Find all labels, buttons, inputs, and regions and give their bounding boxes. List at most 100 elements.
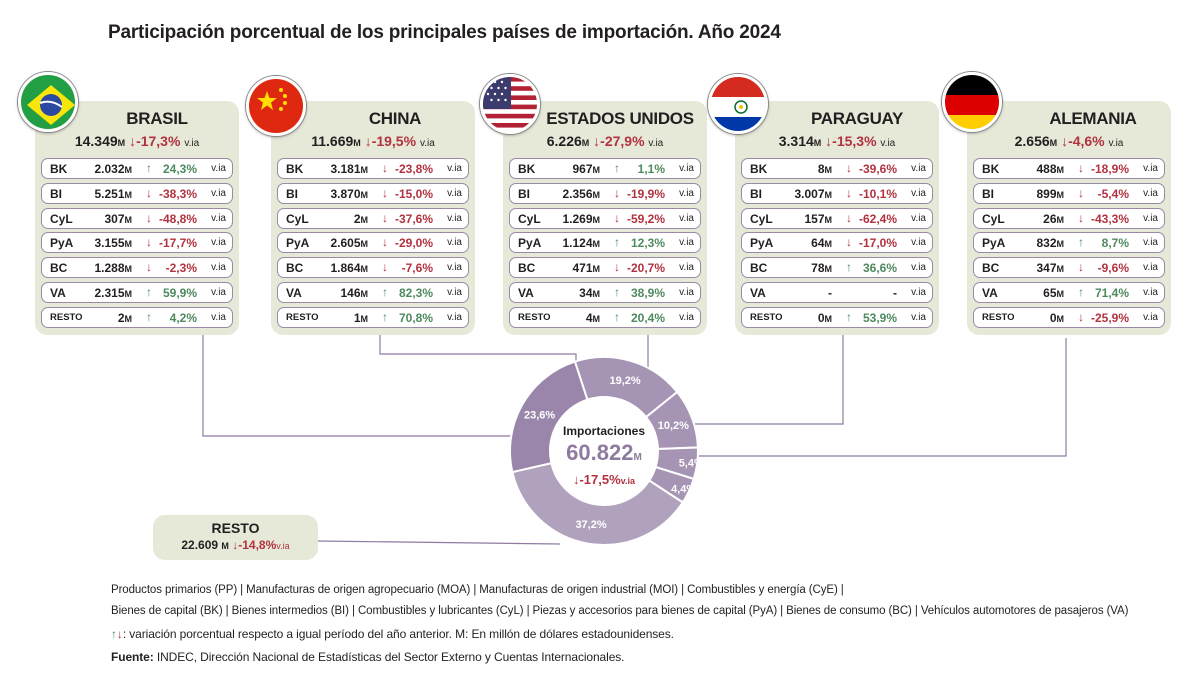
row-variation: -7,6% <box>401 261 433 276</box>
donut-slice-brasil <box>509 360 589 474</box>
row-variation: -17,0% <box>858 236 897 251</box>
country-card-china: CHINA 11.669M ↓-19,5% v.ia BK 3.181M ↓ -23,8%… <box>271 101 475 335</box>
donut-slice-label: 10,2% <box>658 420 689 432</box>
table-row: RESTO 0M ↓ -25,9% v.ia <box>973 306 1165 328</box>
row-value: 146M <box>340 285 368 300</box>
trend-arrow-icon: ↓ <box>1078 309 1084 324</box>
trend-arrow-icon: ↑ <box>382 309 388 324</box>
row-label: BK <box>50 162 68 176</box>
table-row: CyL 1.269M ↓ -59,2% v.ia <box>509 207 701 229</box>
country-name: CHINA <box>368 109 422 128</box>
row-variation: -18,9% <box>1090 162 1129 176</box>
total-value: 6.226 <box>546 133 582 149</box>
row-value: 2M <box>353 211 368 226</box>
trend-arrow-icon: ↓ <box>614 185 620 200</box>
row-variation: 1,1% <box>637 162 665 176</box>
row-value: 26M <box>1043 211 1064 226</box>
trend-arrow-icon: ↓ <box>146 210 152 225</box>
table-row: CyL 307M ↓ -48,8% v.ia <box>41 207 233 229</box>
trend-arrow-icon: ↑ <box>846 260 852 275</box>
country-card-brasil: BRASIL 14.349M ↓-17,3% v.ia BK 2.032M ↑ 24,3%… <box>35 101 239 335</box>
trend-arrow-icon: ↓ <box>146 235 152 250</box>
row-label: BC <box>982 261 1000 276</box>
row-variation: -17,7% <box>158 236 197 251</box>
resto-name: RESTO <box>211 520 260 536</box>
table-row: BC 1.864M ↓ -7,6% v.ia <box>277 257 469 279</box>
row-via: v.ia <box>911 163 926 174</box>
row-via: v.ia <box>447 187 462 199</box>
trend-arrow-icon: ↓ <box>614 260 620 275</box>
trend-arrow-icon: ↓ <box>1078 161 1084 175</box>
table-row: RESTO 1M ↑ 70,8% v.ia <box>277 306 469 328</box>
connector-brasil <box>202 335 512 437</box>
row-value: 8M <box>817 162 832 176</box>
row-value: 78M <box>811 261 832 276</box>
row-label: CyL <box>50 211 73 226</box>
row-via: v.ia <box>447 311 462 323</box>
row-via: v.ia <box>1143 163 1158 174</box>
row-label: CyL <box>518 211 541 226</box>
row-label: RESTO <box>50 311 83 323</box>
row-variation: 70,8% <box>398 310 433 325</box>
row-value: 157M <box>804 211 832 226</box>
row-value: 1.288M <box>94 261 132 276</box>
row-value: 3.007M <box>794 186 832 201</box>
row-label: CyL <box>982 211 1005 226</box>
row-via: v.ia <box>1143 212 1158 224</box>
row-label: BK <box>518 162 536 176</box>
total-variation: ↓-19,5% <box>364 133 417 149</box>
row-via: v.ia <box>447 163 462 174</box>
country-card-estados-unidos: ESTADOS UNIDOS 6.226M ↓-27,9% v.ia BK 967M ↑… <box>503 101 707 335</box>
donut-slice-label: 19,2% <box>609 375 640 387</box>
trend-arrow-icon: ↓ <box>846 235 852 250</box>
country-name: PARAGUAY <box>810 109 904 128</box>
trend-arrow-icon: ↓ <box>846 161 852 175</box>
row-label: PyA <box>518 236 542 251</box>
row-variation: 71,4% <box>1094 285 1129 300</box>
row-variation: -38,3% <box>158 186 197 201</box>
row-variation: 36,6% <box>862 261 897 276</box>
donut-center-label: Importaciones <box>562 424 646 438</box>
row-value: 4M <box>585 310 600 325</box>
row-label: PyA <box>982 236 1006 251</box>
total-via: v.ia <box>184 138 200 149</box>
table-row: BK 2.032M ↑ 24,3% v.ia <box>41 158 233 179</box>
donut-slice-resto <box>511 461 685 546</box>
row-label: BI <box>750 186 762 201</box>
total-via: v.ia <box>419 138 435 149</box>
trend-arrow-icon: ↓ <box>382 185 388 200</box>
table-row: BK 488M ↓ -18,9% v.ia <box>973 158 1165 179</box>
footer-line-3: ↑↓: variación porcentual respecto a igua… <box>111 627 674 641</box>
row-variation: 4,2% <box>169 310 197 325</box>
row-via: v.ia <box>1143 286 1158 298</box>
total-unit: M <box>1049 138 1058 148</box>
row-via: v.ia <box>211 311 226 323</box>
country-name: ESTADOS UNIDOS <box>546 109 694 128</box>
row-via: v.ia <box>679 237 694 249</box>
table-row: PyA 3.155M ↓ -17,7% v.ia <box>41 232 233 254</box>
row-variation: 53,9% <box>862 310 897 325</box>
country-name: ALEMANIA <box>1049 109 1137 128</box>
paraguay-flag-icon <box>708 74 768 134</box>
table-row: VA 2.315M ↑ 59,9% v.ia <box>41 281 233 303</box>
total-unit: M <box>117 138 126 148</box>
trend-arrow-icon: ↑ <box>146 284 152 299</box>
trend-arrow-icon: ↑ <box>1078 235 1084 250</box>
row-variation: - <box>893 285 897 300</box>
row-value: 1.269M <box>562 211 600 226</box>
row-via: v.ia <box>447 212 462 224</box>
row-value: 1.864M <box>330 261 368 276</box>
table-row: CyL 2M ↓ -37,6% v.ia <box>277 207 469 229</box>
row-value: 65M <box>1043 285 1064 300</box>
row-label: PyA <box>750 236 774 251</box>
row-variation: -19,9% <box>626 186 665 201</box>
donut-slice-label: 37,2% <box>575 519 606 531</box>
row-value: 2.032M <box>94 162 132 176</box>
row-via: v.ia <box>447 237 462 249</box>
row-variation: 20,4% <box>630 310 665 325</box>
row-label: BI <box>982 186 994 201</box>
table-row: RESTO 0M ↑ 53,9% v.ia <box>741 306 933 328</box>
row-label: RESTO <box>982 311 1015 323</box>
row-label: PyA <box>286 236 310 251</box>
row-label: BC <box>50 261 68 276</box>
